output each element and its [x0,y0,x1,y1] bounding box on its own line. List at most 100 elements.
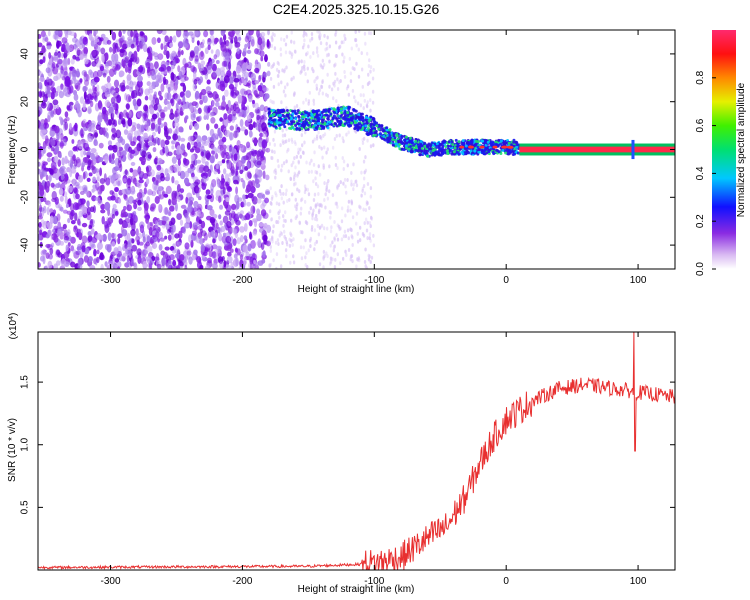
noise-blob [257,238,262,248]
noise-blob [191,230,197,236]
noise-blob [92,176,97,183]
faint-noise-blob [333,237,336,242]
noise-blob [40,30,46,38]
hot-blob [459,145,465,149]
noise-blob [257,37,263,46]
noise-blob [84,30,89,35]
faint-noise-blob [321,80,324,85]
faint-noise-blob [301,230,304,235]
faint-noise-blob [299,206,303,211]
noise-blob [193,249,198,256]
faint-noise-blob [286,199,289,204]
faint-noise-blob [334,201,338,206]
faint-noise-blob [326,35,329,40]
faint-noise-blob [305,32,308,37]
noise-blob [127,243,133,248]
faint-noise-blob [297,159,300,164]
faint-noise-blob [288,50,291,55]
faint-noise-blob [342,167,345,172]
noise-blob [148,85,154,91]
noise-blob [238,36,242,41]
trace-blob [317,116,321,120]
noise-blob [210,150,215,155]
noise-blob [244,129,249,136]
noise-blob [46,76,50,83]
noise-blob [83,255,89,263]
noise-blob [87,234,93,243]
noise-blob [81,235,88,244]
noise-blob [121,119,126,125]
noise-blob [233,179,239,185]
noise-blob [63,53,68,58]
faint-noise-blob [352,162,355,167]
noise-blob [164,145,169,154]
noise-blob [127,212,131,219]
noise-blob [146,81,151,87]
trace-blob [379,132,383,136]
faint-noise-blob [289,260,292,265]
faint-noise-blob [363,221,366,226]
faint-noise-blob [269,201,273,206]
noise-blob [164,62,170,67]
faint-noise-blob [336,166,339,171]
noise-blob [87,135,94,143]
noise-blob [219,67,226,72]
noise-blob [106,39,112,45]
faint-noise-blob [297,170,301,175]
noise-blob [251,253,258,261]
faint-noise-blob [292,75,295,80]
faint-noise-blob [325,251,328,256]
noise-blob [118,218,123,225]
faint-noise-blob [285,139,288,144]
faint-noise-blob [363,259,367,264]
faint-noise-blob [276,158,280,163]
faint-noise-blob [333,219,336,224]
faint-noise-blob [322,226,326,231]
noise-blob [246,171,252,178]
noise-blob [177,135,181,142]
noise-blob [41,45,46,54]
noise-blob [77,257,83,267]
faint-noise-blob [320,223,324,228]
noise-blob [200,244,206,252]
noise-blob [204,265,210,269]
trace-blob [350,111,354,115]
trace-blob [286,113,290,117]
noise-blob [87,256,93,263]
noise-blob [81,161,86,168]
colorbar: 0.00.20.40.60.8 Normalized spectral ampl… [695,30,747,276]
trace-blob [387,131,391,135]
faint-noise-blob [338,133,341,138]
trace-blob [435,142,439,146]
colorbar-tick-label: 0.0 [695,262,706,276]
faint-noise-blob [369,260,372,265]
faint-noise-blob [343,69,346,74]
trace-blob [318,127,322,131]
faint-noise-blob [364,217,368,222]
noise-blob [254,67,260,74]
faint-noise-blob [310,227,314,232]
faint-noise-blob [315,217,319,222]
noise-blob [152,146,157,153]
y-tick-label: 0.5 [20,500,31,514]
noise-blob [223,118,229,127]
x-tick-label: 100 [630,275,647,286]
faint-noise-blob [345,86,349,91]
noise-blob [164,235,168,240]
noise-blob [190,111,194,118]
faint-noise-blob [334,257,337,262]
trace-blob [361,116,365,120]
faint-noise-blob [305,251,308,256]
faint-noise-blob [315,49,319,54]
trace-blob [333,121,337,125]
trace-blob [441,141,445,145]
faint-noise-blob [286,82,289,87]
noise-blob [182,225,186,234]
noise-blob [248,123,254,131]
noise-blob [155,174,161,179]
noise-blob [111,213,116,219]
noise-blob [212,250,216,259]
noise-blob [226,107,232,115]
faint-noise-blob [345,132,348,137]
noise-blob [137,255,142,264]
